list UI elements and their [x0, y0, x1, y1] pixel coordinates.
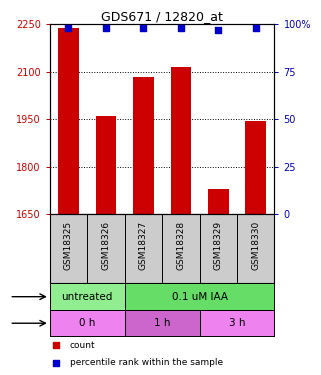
Bar [58, 27, 79, 214]
Text: GSM18325: GSM18325 [64, 221, 73, 270]
Point [103, 25, 108, 31]
Bar [50, 310, 125, 336]
Point [178, 25, 183, 31]
Text: GSM18327: GSM18327 [139, 221, 148, 270]
Bar [125, 310, 200, 336]
Text: 1 h: 1 h [154, 318, 170, 328]
Bar [208, 189, 229, 214]
Bar [133, 76, 154, 214]
Bar [170, 67, 191, 214]
Text: GSM18329: GSM18329 [214, 221, 223, 270]
Point [54, 360, 59, 366]
Bar [200, 310, 274, 336]
Text: GSM18328: GSM18328 [176, 221, 185, 270]
Text: GSM18330: GSM18330 [251, 221, 260, 270]
Text: 0 h: 0 h [79, 318, 95, 328]
Text: untreated: untreated [62, 292, 113, 302]
Point [216, 27, 221, 33]
Text: 0.1 uM IAA: 0.1 uM IAA [171, 292, 228, 302]
Title: GDS671 / 12820_at: GDS671 / 12820_at [101, 10, 223, 23]
Bar [96, 116, 116, 214]
Text: GSM18326: GSM18326 [101, 221, 110, 270]
Bar [246, 121, 266, 214]
Text: 3 h: 3 h [229, 318, 245, 328]
Text: count: count [70, 340, 96, 350]
Bar [50, 284, 125, 310]
Text: percentile rank within the sample: percentile rank within the sample [70, 358, 223, 367]
Point [54, 342, 59, 348]
Bar [125, 284, 274, 310]
Point [253, 25, 258, 31]
Point [66, 25, 71, 31]
Point [141, 25, 146, 31]
